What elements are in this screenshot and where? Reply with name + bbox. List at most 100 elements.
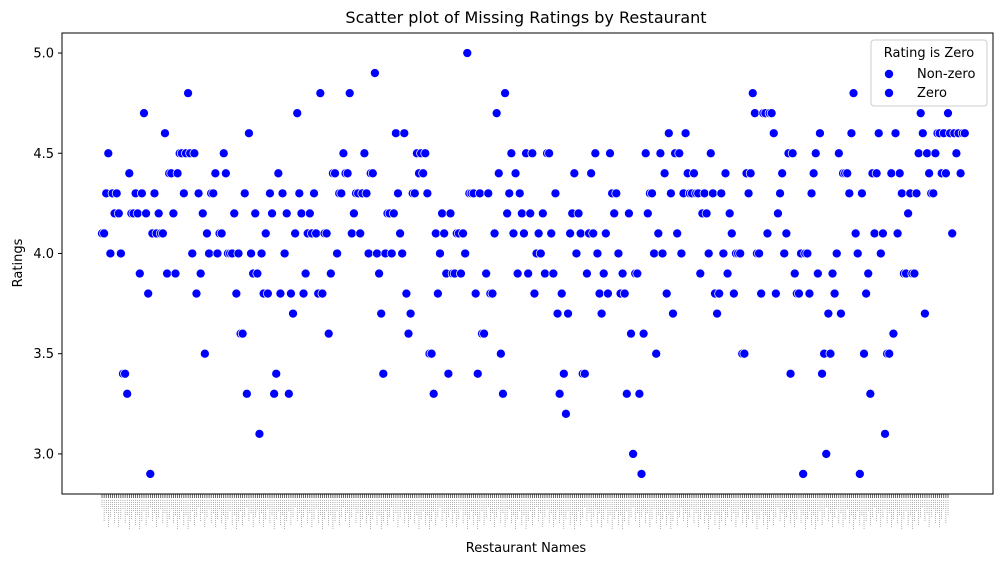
data-point [861, 288, 871, 299]
data-point [290, 228, 300, 239]
data-point [458, 228, 468, 239]
data-point [103, 148, 114, 159]
data-point [928, 188, 939, 199]
data-point [846, 128, 857, 139]
data-point [195, 268, 206, 279]
data-point [189, 148, 200, 159]
data-point [943, 108, 953, 119]
data-point [283, 388, 294, 399]
data-point [475, 188, 485, 199]
data-point [888, 328, 899, 339]
data-point [771, 288, 781, 299]
data-point [517, 208, 527, 219]
data-point [330, 168, 340, 179]
data-point [349, 208, 359, 219]
data-point [705, 148, 716, 159]
x-axis [101, 494, 949, 530]
data-point [642, 208, 653, 219]
data-point [275, 288, 286, 299]
data-point [941, 168, 951, 179]
data-point [231, 288, 242, 299]
data-point [502, 208, 513, 219]
data-point [598, 268, 609, 279]
data-point [911, 188, 922, 199]
data-point [586, 168, 596, 179]
data-point [325, 268, 336, 279]
data-point [806, 188, 817, 199]
data-point [892, 228, 903, 239]
data-point [336, 188, 347, 199]
data-point [134, 268, 145, 279]
data-point [460, 248, 471, 259]
data-point [183, 88, 193, 98]
data-point [588, 228, 599, 239]
data-point [951, 148, 962, 159]
data-point [657, 248, 668, 259]
data-point [244, 128, 254, 139]
data-point [527, 148, 538, 159]
data-point [714, 288, 725, 299]
data-point [661, 288, 672, 299]
data-point [722, 268, 733, 279]
data-point [252, 268, 263, 279]
data-point [374, 268, 384, 279]
data-point [493, 168, 504, 179]
data-point [756, 288, 767, 299]
data-point [779, 248, 790, 259]
data-point [420, 148, 431, 159]
data-point [533, 228, 544, 239]
data-point [514, 188, 525, 199]
data-point [292, 108, 303, 119]
data-point [569, 168, 580, 179]
y-tick-label: 5.0 [33, 47, 54, 62]
y-tick-label: 3.5 [33, 347, 54, 362]
data-point [105, 248, 116, 259]
data-point [367, 168, 378, 179]
data-point [378, 368, 389, 379]
data-point [603, 288, 613, 299]
data-point [573, 208, 584, 219]
data-point [777, 168, 788, 179]
data-point [917, 128, 928, 139]
data-point [139, 108, 149, 119]
data-point [850, 228, 861, 239]
data-point [842, 168, 853, 179]
data-point [254, 429, 265, 439]
data-point [346, 228, 357, 239]
data-point [149, 188, 160, 199]
data-point [798, 469, 809, 479]
data-point [519, 228, 529, 239]
data-point [894, 168, 905, 179]
data-point [239, 188, 250, 199]
legend-label-non-zero: Non-zero [917, 67, 975, 82]
data-point [397, 248, 408, 259]
data-point [504, 188, 515, 199]
data-point [794, 288, 804, 299]
data-point [649, 248, 659, 259]
data-point [426, 348, 437, 359]
data-point [311, 228, 321, 239]
data-point [659, 168, 670, 179]
data-point [229, 208, 240, 219]
data-point [388, 208, 399, 219]
data-point [510, 168, 521, 179]
y-axis: 3.0 3.5 4.0 4.5 5.0 [33, 47, 62, 462]
data-point [250, 208, 261, 219]
data-point [317, 288, 328, 299]
y-tick-label: 4.5 [33, 147, 54, 162]
data-point [386, 248, 397, 259]
data-point [208, 188, 219, 199]
data-point [393, 188, 403, 199]
data-point [831, 248, 842, 259]
data-point [487, 288, 498, 299]
data-point [754, 248, 764, 259]
data-point [762, 228, 773, 239]
data-point [443, 368, 454, 379]
data-point [212, 248, 223, 259]
data-point [479, 328, 489, 339]
data-point [122, 388, 133, 399]
data-point [896, 188, 907, 199]
data-point [500, 88, 510, 98]
data-point [153, 208, 164, 219]
data-point [817, 368, 827, 379]
